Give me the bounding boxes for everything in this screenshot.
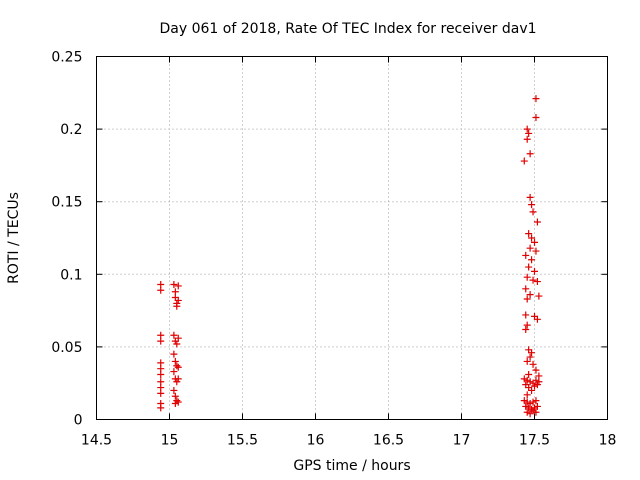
data-point (528, 256, 536, 264)
data-point (157, 404, 165, 412)
y-tick-label: 0.15 (51, 195, 82, 211)
data-point (157, 337, 165, 345)
data-point (523, 125, 531, 133)
data-point (532, 408, 540, 416)
x-tick-label: 15.5 (227, 433, 258, 449)
x-axis-label: GPS time / hours (293, 458, 410, 474)
data-point (532, 366, 540, 374)
data-point (533, 381, 541, 389)
data-marks (157, 95, 543, 418)
data-point (526, 353, 534, 361)
data-point (529, 360, 537, 368)
y-tick-label: 0.1 (60, 267, 82, 283)
data-point (522, 311, 530, 319)
data-point (525, 370, 533, 378)
data-point (157, 286, 165, 294)
data-point (533, 315, 541, 323)
data-point (173, 302, 181, 310)
data-point (157, 370, 165, 378)
data-point (174, 375, 182, 383)
data-point (532, 247, 540, 255)
x-tick-label: 16.5 (373, 433, 404, 449)
data-point (529, 276, 537, 284)
data-point (523, 357, 531, 365)
data-point (526, 150, 534, 158)
data-point (522, 285, 530, 293)
data-point (533, 218, 541, 226)
x-tick-label: 17.5 (519, 433, 550, 449)
data-point (523, 391, 531, 399)
data-point (171, 392, 179, 400)
data-point (528, 386, 536, 394)
data-point (528, 234, 536, 242)
y-tick-label: 0.2 (60, 122, 82, 138)
data-point (535, 292, 543, 300)
data-point (531, 267, 538, 275)
data-point (533, 402, 541, 410)
data-point (520, 157, 528, 165)
data-point (170, 280, 178, 288)
data-point (170, 368, 178, 376)
data-point (533, 278, 541, 286)
x-tick-label: 16 (307, 433, 325, 449)
data-point (170, 386, 178, 394)
data-point (174, 398, 182, 406)
data-point (526, 291, 534, 299)
data-point (525, 263, 533, 271)
data-point (525, 230, 533, 238)
data-point (532, 113, 540, 121)
y-tick-label: 0.05 (51, 340, 82, 356)
data-point (522, 325, 530, 333)
y-tick-label: 0.25 (51, 50, 82, 66)
data-point (525, 129, 533, 137)
y-tick-label: 0 (74, 413, 83, 429)
data-point (173, 362, 181, 370)
data-point (523, 273, 531, 281)
data-point (174, 363, 182, 371)
data-point (523, 135, 531, 143)
plot-frame (96, 56, 608, 420)
data-point (528, 201, 536, 209)
chart-title: Day 061 of 2018, Rate Of TEC Index for r… (159, 21, 536, 37)
data-point (170, 350, 178, 358)
data-point (173, 340, 181, 348)
data-point (523, 295, 531, 303)
x-tick-label: 17 (453, 433, 471, 449)
data-point (526, 244, 534, 252)
y-axis-label: ROTI / TECUs (6, 192, 22, 284)
data-point (174, 282, 182, 290)
tick-labels: 14.5 15 15.5 16 16.5 17 17.5 18 0 0.05 0.1 0.15 0.2 0… (51, 50, 616, 449)
data-point (174, 334, 182, 342)
data-point (523, 321, 531, 329)
data-point (528, 349, 536, 357)
data-point (170, 331, 178, 339)
data-point (171, 357, 179, 365)
data-point (526, 193, 534, 201)
x-tick-label: 18 (599, 433, 617, 449)
data-point (532, 95, 540, 103)
x-tick-label: 14.5 (81, 433, 112, 449)
data-point (529, 208, 537, 216)
data-point (532, 397, 540, 405)
x-tick-label: 15 (161, 433, 179, 449)
data-point (522, 251, 530, 259)
data-point (531, 238, 538, 246)
data-point (157, 389, 165, 397)
data-point (174, 296, 182, 304)
